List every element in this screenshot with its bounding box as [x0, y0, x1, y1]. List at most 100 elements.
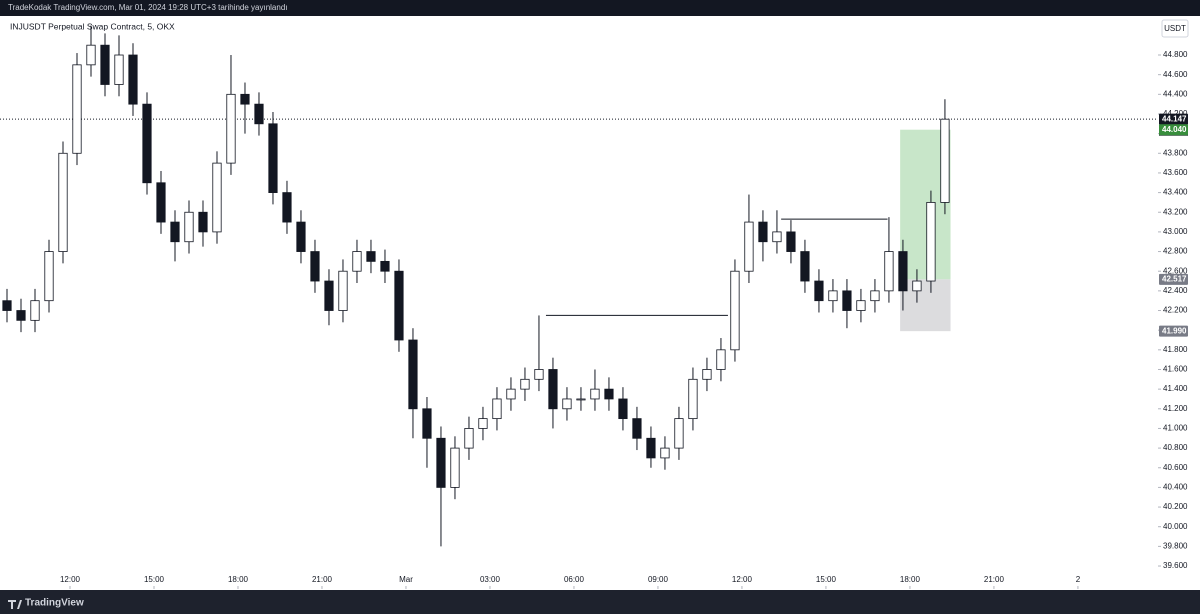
brand-name: TradingView — [25, 598, 84, 609]
candle-body — [814, 280, 824, 302]
candle-body — [758, 221, 768, 243]
candle-body — [450, 447, 460, 488]
x-tick-label: 09:00 — [648, 575, 669, 584]
candle-body — [394, 270, 404, 341]
candle-body — [2, 300, 12, 311]
candle-body — [660, 447, 670, 459]
currency-label[interactable]: USDT — [1164, 24, 1186, 33]
candle-body — [170, 221, 180, 243]
candle-body — [520, 378, 530, 390]
brand-logo — [8, 600, 22, 609]
x-tick-label: 15:00 — [144, 575, 165, 584]
y-tick-label: 41.800 — [1163, 345, 1188, 354]
candle-body — [86, 44, 96, 66]
y-tick-label: 42.800 — [1163, 247, 1188, 256]
candle-body — [128, 54, 138, 105]
last-price-label: 44.147 — [1162, 114, 1187, 123]
candle-body — [156, 182, 166, 223]
candle-body — [72, 64, 82, 154]
y-tick-label: 43.400 — [1163, 188, 1188, 197]
y-tick-label: 43.600 — [1163, 168, 1188, 177]
candle-body — [534, 369, 544, 380]
candle-body — [842, 290, 852, 311]
candle-body — [142, 103, 152, 184]
y-tick-label: 44.600 — [1163, 70, 1188, 79]
candle-body — [338, 270, 348, 311]
chart-background — [0, 16, 1200, 590]
target-label: 44.040 — [1162, 125, 1187, 134]
candle-body — [730, 270, 740, 351]
y-tick-label: 40.000 — [1163, 522, 1188, 531]
candle-body — [898, 251, 908, 292]
candle-body — [702, 369, 712, 380]
x-tick-label: 18:00 — [900, 575, 921, 584]
y-tick-label: 39.600 — [1163, 561, 1188, 570]
y-tick-label: 43.000 — [1163, 227, 1188, 236]
candle-body — [590, 388, 600, 400]
candle-body — [310, 251, 320, 282]
candle-body — [366, 251, 376, 262]
y-tick-label: 41.000 — [1163, 424, 1188, 433]
y-tick-label: 44.800 — [1163, 50, 1188, 59]
x-tick-label: 18:00 — [228, 575, 249, 584]
y-tick-label: 39.800 — [1163, 541, 1188, 550]
x-tick-label: 2 — [1076, 575, 1081, 584]
candle-body — [772, 231, 782, 243]
x-tick-label: 21:00 — [312, 575, 333, 584]
x-tick-label: 06:00 — [564, 575, 585, 584]
candle-body — [646, 437, 656, 459]
candle-body — [562, 398, 572, 410]
candle-body — [114, 54, 124, 85]
candle-body — [324, 280, 334, 311]
y-tick-label: 40.600 — [1163, 463, 1188, 472]
candle-body — [856, 300, 866, 311]
candle-body — [464, 428, 474, 449]
y-tick-label: 40.400 — [1163, 483, 1188, 492]
candle-body — [492, 398, 502, 420]
y-tick-label: 40.200 — [1163, 502, 1188, 511]
candle-body — [940, 118, 950, 203]
candle-body — [548, 369, 558, 410]
candle-body — [744, 221, 754, 272]
y-tick-label: 43.200 — [1163, 207, 1188, 216]
target-label-bg — [1159, 124, 1188, 136]
candle-body — [422, 408, 432, 439]
candle-body — [212, 162, 222, 233]
x-tick-label: 15:00 — [816, 575, 837, 584]
candle-body — [618, 398, 628, 420]
candle-body — [198, 211, 208, 233]
candle-body — [296, 221, 306, 252]
candle-body — [478, 418, 488, 429]
candle-body — [58, 152, 68, 252]
candle-body — [884, 251, 894, 292]
candle-body — [254, 103, 264, 125]
loss-zone — [900, 279, 951, 332]
y-tick-label: 41.600 — [1163, 365, 1188, 374]
candle-body — [184, 211, 194, 243]
candle-body — [16, 310, 26, 321]
candle-body — [828, 290, 838, 302]
y-tick-label: 42.400 — [1163, 286, 1188, 295]
candle-body — [604, 388, 614, 400]
candle-body — [926, 202, 936, 282]
currency-button[interactable] — [1161, 19, 1189, 38]
candle-body — [912, 280, 922, 292]
entry-label-bg — [1159, 273, 1188, 285]
x-tick-label: 12:00 — [60, 575, 81, 584]
candle-body — [30, 300, 40, 321]
candle-body — [268, 123, 278, 193]
y-tick-label: 42.200 — [1163, 306, 1188, 315]
candle-body — [576, 398, 586, 401]
y-tick-label: 42.600 — [1163, 266, 1188, 275]
stop-label: 41.990 — [1162, 326, 1187, 335]
candle-body — [352, 251, 362, 272]
top-bar — [0, 0, 1200, 16]
plot-area — [0, 25, 1158, 547]
candle-body — [716, 349, 726, 370]
y-tick-label: 40.800 — [1163, 443, 1188, 452]
y-tick-label: 43.800 — [1163, 148, 1188, 157]
x-tick-label: 12:00 — [732, 575, 753, 584]
x-tick-label: 03:00 — [480, 575, 501, 584]
